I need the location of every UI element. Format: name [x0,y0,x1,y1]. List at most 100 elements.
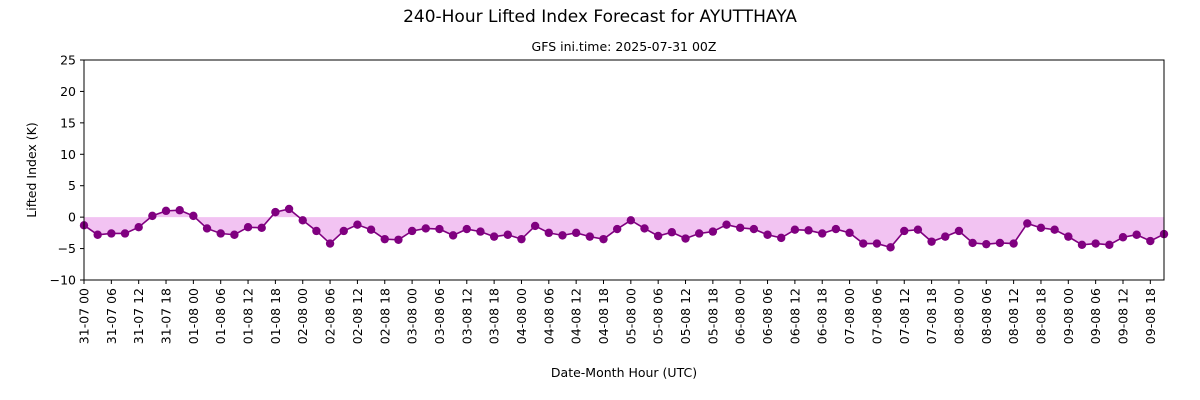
x-tick-label: 08-08 18 [1033,288,1048,344]
y-tick-label: 10 [60,147,76,162]
data-point [845,228,854,238]
data-point [777,233,786,243]
data-point [421,224,430,233]
data-point [995,238,1005,248]
data-point [202,224,212,233]
plot-frame [83,59,1165,281]
x-tick-label: 03-08 12 [459,288,474,344]
data-point [394,235,403,244]
data-point [571,228,581,238]
data-point [1132,230,1141,239]
x-tick-label: 04-08 06 [541,288,556,344]
data-point [653,231,663,241]
data-point [818,229,827,238]
data-point [1077,240,1087,249]
data-point [941,232,950,241]
x-tick-label: 31-07 00 [77,288,92,344]
y-tick-label: 0 [68,210,76,225]
data-point [626,216,636,225]
data-point [872,239,882,248]
data-point [476,227,485,236]
x-tick-label: 06-08 12 [787,288,802,344]
x-tick-label: 05-08 12 [678,288,693,344]
data-point [1064,232,1073,241]
data-point [886,243,895,252]
data-point [667,228,677,237]
data-point [530,221,540,231]
x-tick-label: 31-07 18 [159,288,174,344]
chart-subtitle: GFS ini.time: 2025-07-31 00Z [532,39,717,54]
data-point [448,231,458,240]
x-tick-label: 01-08 06 [213,288,228,344]
x-tick-label: 09-08 12 [1115,288,1130,344]
x-tick-label: 07-08 06 [869,288,884,344]
x-tick-label: 02-08 12 [350,288,365,344]
x-tick-label: 02-08 06 [323,288,338,344]
x-tick-label: 08-08 00 [951,288,966,344]
data-point [517,234,526,244]
data-point [982,239,991,249]
data-point [1023,219,1032,228]
data-point [175,206,184,215]
data-point [325,239,335,248]
x-tick-label: 08-08 12 [1006,288,1021,344]
fill-area [84,208,1164,248]
data-point [831,224,841,234]
x-tick-label: 03-08 06 [432,288,447,344]
data-point [1009,239,1018,248]
data-point [271,207,280,217]
data-point [804,226,813,235]
data-point [763,230,772,239]
data-point [503,230,512,239]
data-point [230,230,239,239]
x-tick-label: 03-08 18 [487,288,502,344]
data-point [407,226,417,236]
data-point [257,223,266,233]
data-point [312,226,321,236]
data-point [1105,240,1114,249]
data-point [435,224,444,234]
y-tick-label: 25 [60,53,76,68]
data-point [1118,233,1128,242]
data-point [612,224,622,234]
data-point [859,239,868,248]
y-tick-label: −10 [50,273,76,288]
y-tick-label: 15 [60,115,76,130]
data-point [489,232,499,241]
y-tick-label: −5 [58,241,76,256]
data-point [585,232,595,241]
chart-title: 240-Hour Lifted Index Forecast for AYUTT… [403,7,797,27]
data-point [134,223,143,232]
data-point [298,216,307,225]
x-tick-label: 09-08 18 [1143,288,1158,344]
x-tick-label: 09-08 06 [1088,288,1103,344]
data-point [954,226,964,236]
y-tick-label: 20 [60,84,76,99]
x-tick-label: 04-08 12 [569,288,584,344]
x-tick-label: 04-08 00 [514,288,529,344]
data-point [558,231,567,240]
x-tick-label: 06-08 18 [815,288,830,344]
data-point [216,229,225,238]
x-tick-label: 03-08 00 [405,288,420,344]
x-tick-label: 05-08 18 [705,288,720,344]
x-tick-label: 06-08 06 [760,288,775,344]
x-tick-label: 31-07 06 [104,288,119,344]
x-tick-label: 01-08 00 [186,288,201,344]
x-tick-label: 02-08 00 [295,288,310,344]
data-point [913,225,923,234]
data-point [544,228,554,238]
data-point [708,227,718,236]
x-tick-label: 01-08 12 [241,288,256,344]
plot-area: −10 −5 0 5 10 15 20 25 31-07 00 31-07 06 31-07 12 3… [50,53,1169,344]
data-point [339,226,348,236]
x-tick-label: 02-08 18 [377,288,392,344]
data-point [353,220,362,229]
x-tick-label: 06-08 00 [733,288,748,344]
data-point [927,237,936,246]
data-point [968,238,977,248]
data-point [681,234,690,243]
data-point [107,229,116,238]
data-point [284,204,294,214]
